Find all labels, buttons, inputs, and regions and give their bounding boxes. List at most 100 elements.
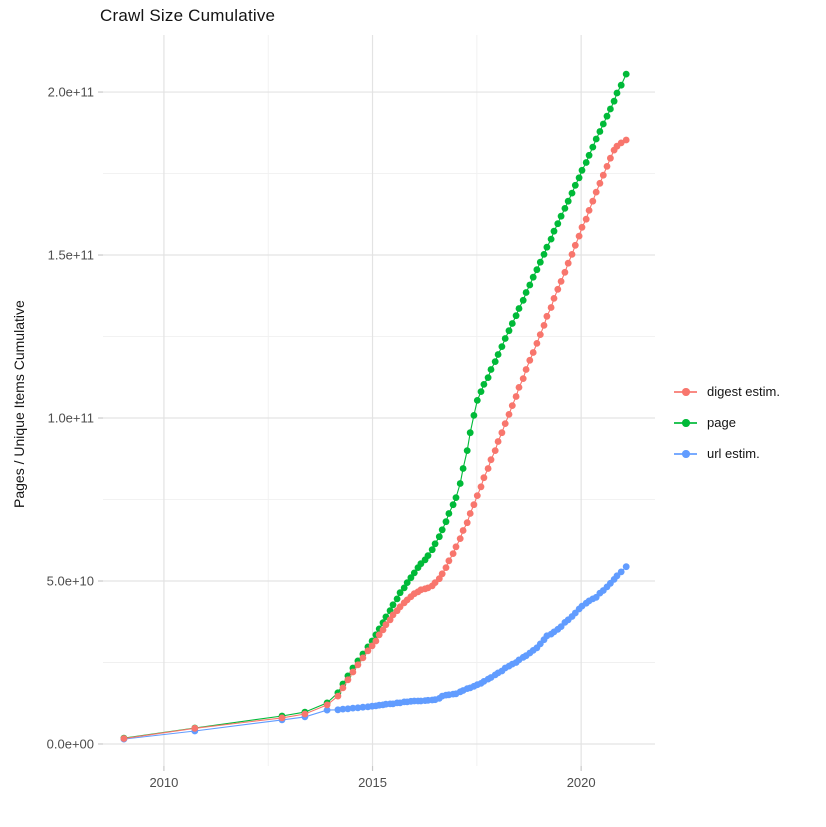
data-point (501, 335, 509, 342)
data-point (480, 381, 488, 388)
axis-ticks (98, 91, 582, 771)
data-point (480, 474, 488, 482)
data-point (323, 701, 331, 709)
legend: digest estim. page url estim. (674, 376, 780, 469)
x-tick-labels: 2010 2015 2020 (149, 775, 595, 790)
legend-key-digest-icon (674, 384, 697, 399)
data-point (473, 492, 481, 499)
gridlines-major (103, 35, 655, 766)
data-point (617, 139, 625, 147)
data-point (424, 552, 432, 559)
data-point (585, 151, 593, 159)
legend-label-page: page (707, 415, 736, 430)
data-point (613, 89, 621, 97)
data-point (561, 268, 569, 276)
data-point (386, 616, 394, 624)
data-point (494, 438, 502, 445)
data-point (571, 241, 579, 249)
data-point (452, 494, 460, 501)
data-point (522, 289, 530, 296)
data-point (578, 223, 586, 231)
data-point (431, 540, 439, 548)
data-point (466, 429, 474, 437)
x-tick-label: 2020 (567, 775, 596, 790)
data-point (354, 704, 362, 712)
data-point (477, 388, 485, 395)
legend-item-page: page (674, 407, 780, 438)
data-point (508, 402, 516, 409)
data-point (589, 143, 597, 151)
data-point (617, 568, 625, 576)
data-point (596, 179, 604, 187)
data-point (120, 735, 128, 742)
data-point (368, 642, 376, 650)
data-point (456, 480, 464, 487)
data-point (592, 135, 600, 143)
data-point (603, 163, 611, 170)
data-point (522, 366, 530, 373)
data-point (466, 510, 474, 517)
legend-label-digest: digest estim. (707, 384, 780, 399)
data-point (529, 273, 537, 281)
data-point (592, 188, 600, 196)
data-point (582, 215, 590, 223)
data-point (617, 81, 625, 89)
legend-item-url: url estim. (674, 438, 780, 469)
data-point (349, 668, 357, 676)
x-tick-label: 2010 (149, 775, 178, 790)
data-point (435, 575, 443, 583)
data-point (449, 501, 457, 509)
data-point (382, 621, 390, 629)
data-point (575, 174, 583, 182)
data-point (339, 705, 347, 713)
legend-item-digest: digest estim. (674, 376, 780, 407)
y-tick-label: 1.5e+11 (48, 248, 94, 263)
data-point (536, 331, 544, 338)
data-point (379, 626, 387, 634)
data-point (459, 527, 467, 534)
data-point (484, 465, 492, 472)
data-point (389, 601, 397, 609)
data-point (463, 519, 471, 527)
data-point (571, 181, 579, 189)
data-point (435, 533, 443, 541)
data-point (349, 704, 357, 712)
data-point (557, 278, 565, 285)
data-point (529, 349, 537, 356)
data-point (456, 535, 464, 542)
data-point (543, 243, 551, 251)
data-point (540, 322, 548, 329)
data-point (449, 550, 457, 557)
data-point (364, 647, 372, 655)
data-point (372, 637, 380, 645)
data-point (515, 384, 523, 391)
data-point (323, 706, 331, 714)
data-point (491, 358, 499, 365)
data-point (575, 232, 583, 240)
legend-label-url: url estim. (707, 446, 760, 461)
data-point (498, 429, 506, 437)
y-tick-label: 0.0e+00 (47, 736, 94, 751)
data-point (359, 654, 367, 662)
data-point (589, 197, 597, 205)
data-point (533, 266, 541, 274)
data-point (603, 112, 611, 120)
data-point (494, 351, 502, 358)
data-point (403, 579, 411, 586)
data-point (442, 564, 450, 571)
data-point (547, 304, 555, 311)
series-page (120, 70, 630, 742)
data-point (607, 105, 614, 113)
data-point (463, 447, 471, 454)
data-point (622, 563, 630, 571)
data-point (339, 684, 347, 692)
data-point (568, 251, 576, 258)
data-point (526, 356, 534, 364)
data-point (491, 447, 499, 454)
data-point (452, 543, 460, 551)
data-point (389, 611, 397, 619)
data-point (554, 220, 562, 228)
data-point (334, 692, 342, 700)
